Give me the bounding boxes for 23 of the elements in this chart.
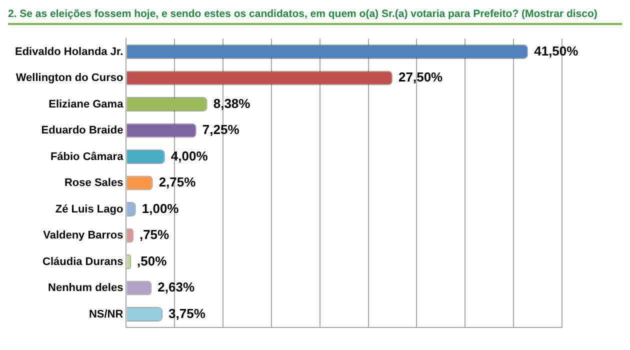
data-label: 41,50% bbox=[534, 43, 579, 58]
data-label: 7,25% bbox=[202, 122, 240, 138]
y-tick-label: Edivaldo Holanda Jr. bbox=[14, 46, 124, 58]
data-label: 27,50% bbox=[398, 70, 444, 85]
data-label: 2,75% bbox=[158, 174, 196, 190]
y-tick-label: Eduardo Braide bbox=[41, 124, 124, 137]
y-tick-label: Valdeny Barros bbox=[43, 230, 124, 242]
y-tick-label: Eliziane Gama bbox=[48, 98, 124, 110]
data-label: 8,38% bbox=[213, 96, 251, 111]
y-tick-label: Nenhum deles bbox=[48, 282, 124, 294]
y-tick-label: Zé Luis Lago bbox=[55, 203, 124, 216]
chart-title: 2. Se as eleições fossem hoje, e sendo estes os candidatos, em quem o(a) Sr.(a) votaria para Prefeito? (Mostrar disco) bbox=[8, 8, 622, 25]
data-label: 4,00% bbox=[170, 148, 208, 164]
y-tick-label: Fábio Câmara bbox=[50, 150, 124, 163]
y-tick-label: Cláudia Durans bbox=[42, 256, 124, 268]
data-label: 1,00% bbox=[142, 200, 180, 216]
y-tick-label: NS/NR bbox=[88, 308, 124, 320]
data-label: ,50% bbox=[137, 253, 168, 268]
data-label: ,75% bbox=[139, 227, 170, 242]
data-label: 2,63% bbox=[158, 280, 195, 295]
data-label: 3,75% bbox=[168, 306, 206, 321]
y-tick-label: Wellington do Curso bbox=[16, 72, 124, 84]
y-tick-label: Rose Sales bbox=[64, 177, 124, 190]
